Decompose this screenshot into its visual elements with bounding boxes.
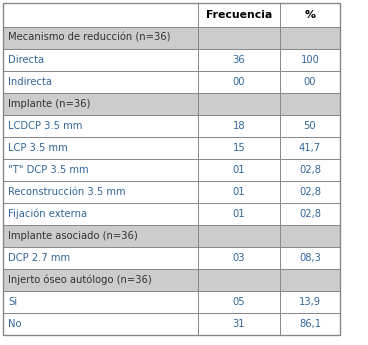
Text: Injerto óseo autólogo (n=36): Injerto óseo autólogo (n=36) bbox=[8, 275, 152, 285]
Text: 00: 00 bbox=[233, 77, 245, 87]
Bar bbox=[3, 269, 198, 291]
Bar bbox=[3, 225, 198, 247]
Text: 41,7: 41,7 bbox=[299, 143, 321, 153]
Bar bbox=[3, 159, 198, 181]
Text: 05: 05 bbox=[233, 297, 245, 307]
Text: Implante asociado (n=36): Implante asociado (n=36) bbox=[8, 231, 138, 241]
Bar bbox=[198, 203, 280, 225]
Bar bbox=[198, 159, 280, 181]
Bar bbox=[280, 49, 340, 71]
Bar bbox=[3, 203, 198, 225]
Bar bbox=[3, 49, 198, 71]
Bar bbox=[198, 181, 280, 203]
Bar bbox=[3, 137, 198, 159]
Bar bbox=[280, 115, 340, 137]
Text: Directa: Directa bbox=[8, 55, 44, 65]
Text: Frecuencia: Frecuencia bbox=[206, 10, 272, 20]
Text: Mecanismo de reducción (n=36): Mecanismo de reducción (n=36) bbox=[8, 33, 170, 43]
Bar bbox=[280, 225, 340, 247]
Text: 100: 100 bbox=[301, 55, 319, 65]
Text: 02,8: 02,8 bbox=[299, 165, 321, 175]
Bar bbox=[3, 27, 198, 49]
Bar bbox=[198, 93, 280, 115]
Text: No: No bbox=[8, 319, 21, 329]
Bar bbox=[280, 203, 340, 225]
Bar bbox=[280, 269, 340, 291]
Bar bbox=[3, 71, 198, 93]
Bar bbox=[198, 115, 280, 137]
Bar bbox=[198, 313, 280, 335]
Bar bbox=[3, 115, 198, 137]
Bar bbox=[198, 49, 280, 71]
Bar bbox=[280, 291, 340, 313]
Bar bbox=[280, 3, 340, 27]
Bar bbox=[280, 71, 340, 93]
Text: 15: 15 bbox=[233, 143, 245, 153]
Bar bbox=[280, 137, 340, 159]
Bar bbox=[280, 181, 340, 203]
Text: Implante (n=36): Implante (n=36) bbox=[8, 99, 91, 109]
Bar bbox=[198, 27, 280, 49]
Text: 01: 01 bbox=[233, 187, 245, 197]
Text: LCP 3.5 mm: LCP 3.5 mm bbox=[8, 143, 68, 153]
Bar bbox=[198, 247, 280, 269]
Text: 01: 01 bbox=[233, 165, 245, 175]
Bar bbox=[3, 181, 198, 203]
Bar bbox=[3, 247, 198, 269]
Bar bbox=[280, 247, 340, 269]
Text: Fijación externa: Fijación externa bbox=[8, 209, 87, 219]
Bar bbox=[198, 3, 280, 27]
Text: 02,8: 02,8 bbox=[299, 187, 321, 197]
Text: 02,8: 02,8 bbox=[299, 209, 321, 219]
Text: "T" DCP 3.5 mm: "T" DCP 3.5 mm bbox=[8, 165, 89, 175]
Text: 36: 36 bbox=[233, 55, 245, 65]
Bar bbox=[198, 225, 280, 247]
Text: DCP 2.7 mm: DCP 2.7 mm bbox=[8, 253, 70, 263]
Bar bbox=[3, 93, 198, 115]
Text: 13,9: 13,9 bbox=[299, 297, 321, 307]
Text: Si: Si bbox=[8, 297, 17, 307]
Bar bbox=[280, 159, 340, 181]
Bar bbox=[280, 27, 340, 49]
Text: LCDCP 3.5 mm: LCDCP 3.5 mm bbox=[8, 121, 82, 131]
Bar bbox=[198, 71, 280, 93]
Bar bbox=[198, 269, 280, 291]
Text: Reconstrucción 3.5 mm: Reconstrucción 3.5 mm bbox=[8, 187, 125, 197]
Text: 03: 03 bbox=[233, 253, 245, 263]
Bar bbox=[3, 313, 198, 335]
Text: 18: 18 bbox=[233, 121, 245, 131]
Text: Indirecta: Indirecta bbox=[8, 77, 52, 87]
Bar bbox=[198, 291, 280, 313]
Bar bbox=[3, 291, 198, 313]
Bar bbox=[198, 137, 280, 159]
Bar bbox=[3, 3, 198, 27]
Text: 01: 01 bbox=[233, 209, 245, 219]
Text: 50: 50 bbox=[304, 121, 316, 131]
Text: 08,3: 08,3 bbox=[299, 253, 321, 263]
Text: 86,1: 86,1 bbox=[299, 319, 321, 329]
Text: 31: 31 bbox=[233, 319, 245, 329]
Bar bbox=[280, 313, 340, 335]
Bar bbox=[280, 93, 340, 115]
Text: 00: 00 bbox=[304, 77, 316, 87]
Text: %: % bbox=[304, 10, 315, 20]
